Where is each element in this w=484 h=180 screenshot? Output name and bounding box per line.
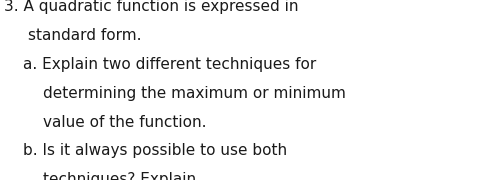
Text: a. Explain two different techniques for: a. Explain two different techniques for: [23, 57, 317, 72]
Text: value of the function.: value of the function.: [43, 115, 206, 130]
Text: b. Is it always possible to use both: b. Is it always possible to use both: [23, 143, 287, 158]
Text: techniques? Explain.: techniques? Explain.: [43, 172, 200, 180]
Text: standard form.: standard form.: [28, 28, 142, 43]
Text: 3. A quadratic function is expressed in: 3. A quadratic function is expressed in: [4, 0, 298, 14]
Text: determining the maximum or minimum: determining the maximum or minimum: [43, 86, 346, 101]
